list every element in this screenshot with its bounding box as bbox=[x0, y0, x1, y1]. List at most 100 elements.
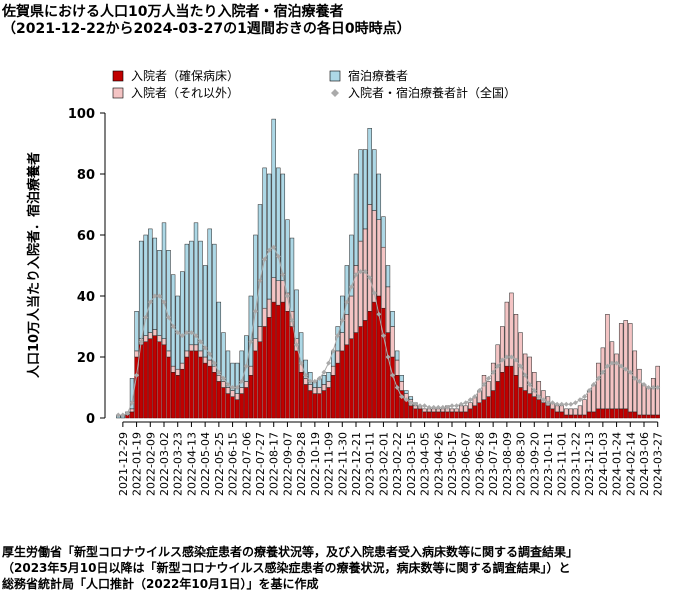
bar bbox=[138, 240, 144, 339]
x-tick-label: 2023-08-09 bbox=[501, 432, 514, 496]
bar bbox=[367, 204, 372, 312]
bar bbox=[157, 335, 162, 342]
line-marker bbox=[604, 363, 610, 369]
bar bbox=[513, 314, 519, 376]
bar bbox=[152, 329, 158, 336]
line-marker bbox=[188, 330, 194, 336]
bar bbox=[632, 411, 638, 419]
x-tick-label: 2022-05-25 bbox=[213, 432, 226, 496]
x-tick-label: 2023-10-11 bbox=[542, 432, 555, 496]
bar bbox=[134, 311, 139, 352]
bar bbox=[454, 408, 459, 413]
line-marker bbox=[586, 388, 592, 394]
bar bbox=[472, 405, 478, 419]
line-marker bbox=[609, 360, 615, 366]
bar bbox=[614, 353, 619, 410]
bar bbox=[385, 332, 391, 419]
bar bbox=[161, 222, 167, 339]
line-marker bbox=[563, 401, 569, 407]
line-marker bbox=[248, 339, 254, 345]
bar bbox=[330, 375, 336, 419]
x-tick-label: 2022-09-07 bbox=[281, 432, 294, 496]
line-marker bbox=[481, 381, 487, 387]
bar bbox=[212, 372, 217, 419]
bar bbox=[463, 411, 468, 419]
x-tick-label: 2022-03-02 bbox=[158, 432, 171, 496]
line-marker bbox=[152, 293, 158, 299]
x-tick-label: 2022-03-23 bbox=[172, 432, 185, 496]
bar bbox=[234, 393, 240, 400]
bar bbox=[198, 350, 203, 358]
line-marker bbox=[472, 394, 478, 400]
x-tick-label: 2022-08-17 bbox=[268, 432, 281, 496]
bar bbox=[180, 271, 185, 364]
bar bbox=[148, 338, 153, 419]
bar bbox=[614, 408, 619, 419]
bar bbox=[253, 338, 258, 352]
bar bbox=[161, 338, 167, 346]
x-tick-label: 2023-11-01 bbox=[556, 432, 569, 496]
bar bbox=[143, 335, 148, 342]
source: 厚生労働省「新型コロナウイルス感染症患者の療養状況等，及び入院患者受入病床数等に… bbox=[2, 544, 578, 559]
bar bbox=[344, 314, 350, 346]
line-marker bbox=[582, 394, 588, 400]
y-tick-label: 100 bbox=[68, 107, 95, 122]
bar bbox=[312, 387, 318, 394]
bar bbox=[628, 411, 633, 419]
bar bbox=[148, 228, 153, 333]
legend-label: 宿泊療養者 bbox=[348, 68, 408, 83]
line-marker bbox=[316, 375, 322, 381]
bar bbox=[193, 344, 199, 352]
bar bbox=[257, 341, 263, 419]
bar bbox=[152, 335, 158, 419]
line-marker bbox=[339, 317, 345, 323]
bar bbox=[440, 411, 446, 419]
bar bbox=[577, 414, 583, 419]
line-marker bbox=[335, 333, 341, 339]
line-marker bbox=[289, 317, 295, 323]
bar bbox=[198, 240, 203, 352]
line-marker bbox=[371, 290, 377, 296]
bar bbox=[532, 372, 537, 397]
bar bbox=[353, 173, 359, 266]
bar bbox=[184, 350, 190, 358]
bar bbox=[276, 280, 281, 306]
bar bbox=[509, 365, 514, 419]
line-marker bbox=[230, 385, 236, 390]
line-marker bbox=[280, 272, 286, 278]
line-marker bbox=[376, 311, 382, 317]
line-marker bbox=[271, 244, 277, 250]
bar bbox=[317, 393, 322, 419]
bar bbox=[596, 362, 601, 410]
line-marker bbox=[175, 330, 181, 336]
bar bbox=[285, 311, 290, 419]
line-marker bbox=[495, 363, 501, 369]
x-tick-label: 2023-05-17 bbox=[446, 432, 459, 496]
bar bbox=[276, 304, 281, 419]
line-marker bbox=[147, 299, 153, 305]
bar bbox=[180, 362, 185, 370]
bar bbox=[541, 390, 546, 403]
bar bbox=[404, 399, 409, 419]
y-tick-label: 0 bbox=[86, 412, 95, 427]
legend-swatch bbox=[112, 87, 124, 99]
x-tick-label: 2023-12-13 bbox=[583, 432, 596, 496]
bar bbox=[166, 356, 171, 419]
line-marker bbox=[408, 400, 414, 406]
bar bbox=[554, 411, 560, 419]
bar bbox=[394, 359, 400, 376]
line-marker bbox=[399, 394, 405, 400]
line-marker bbox=[435, 404, 441, 410]
bar bbox=[532, 396, 537, 419]
bar bbox=[586, 390, 592, 413]
x-tick-label: 2022-11-09 bbox=[323, 432, 336, 496]
bar bbox=[161, 344, 167, 419]
bar bbox=[212, 243, 217, 367]
bar bbox=[180, 368, 185, 419]
line-marker bbox=[166, 314, 172, 320]
bar bbox=[248, 365, 254, 376]
bar bbox=[417, 408, 423, 419]
line-marker bbox=[207, 351, 213, 357]
line-marker bbox=[303, 372, 309, 378]
line-marker bbox=[508, 354, 514, 360]
